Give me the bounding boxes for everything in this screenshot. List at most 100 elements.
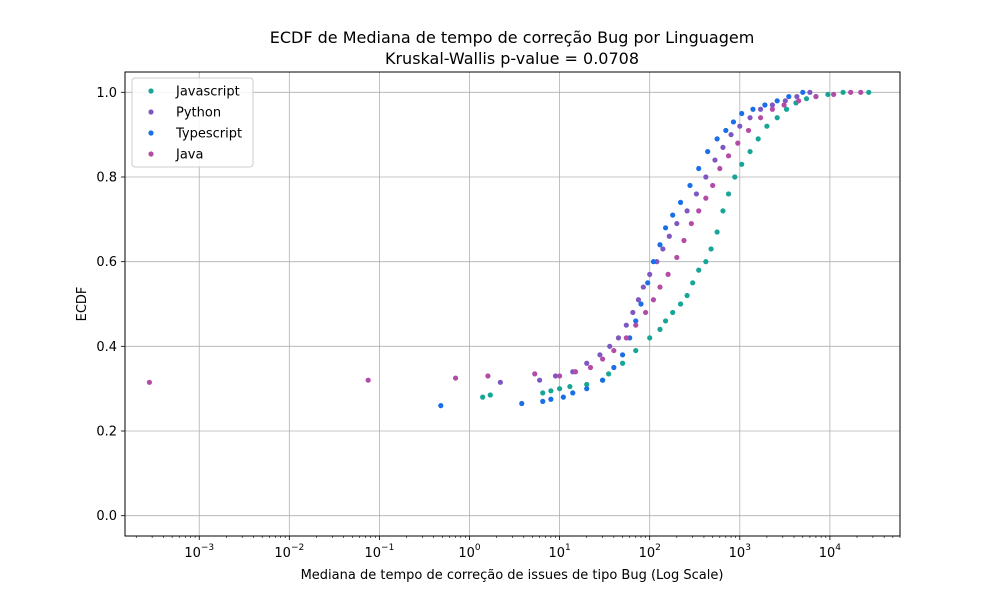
data-point [696, 267, 702, 273]
legend-label: Typescript [175, 127, 242, 142]
data-point [480, 394, 486, 400]
legend-marker [148, 109, 154, 115]
data-point [611, 347, 617, 354]
data-point [714, 229, 720, 235]
data-point [732, 174, 738, 180]
data-point [720, 144, 726, 150]
legend-label: Python [176, 106, 221, 121]
data-point [720, 208, 726, 214]
data-point [365, 377, 371, 383]
legend-label: Java [175, 148, 203, 163]
x-tick-label: 102 [639, 543, 661, 561]
data-point [662, 225, 669, 231]
data-point [840, 89, 846, 95]
data-point [497, 379, 503, 385]
data-point [747, 115, 753, 121]
data-point [607, 343, 613, 349]
data-point [540, 398, 546, 404]
data-point [858, 89, 864, 95]
data-point [866, 89, 872, 95]
data-point [717, 165, 723, 172]
data-point [757, 115, 764, 121]
grid-layer [125, 72, 900, 536]
data-point [567, 383, 573, 390]
y-tick-label: 1.0 [96, 86, 117, 101]
data-point [638, 301, 644, 307]
data-point [690, 280, 696, 286]
data-point [666, 233, 672, 239]
data-point [548, 388, 554, 394]
data-point [584, 386, 590, 392]
series-javascript [480, 89, 872, 400]
data-point [677, 199, 684, 205]
data-point [762, 102, 768, 108]
data-point [642, 309, 649, 316]
data-point [739, 110, 745, 117]
data-point [630, 309, 636, 316]
data-point [696, 208, 702, 214]
data-point [708, 246, 714, 252]
data-point [764, 123, 770, 129]
data-point [714, 136, 720, 142]
data-point [755, 136, 761, 142]
data-point [831, 91, 837, 98]
data-point [735, 140, 741, 146]
data-point [599, 377, 606, 383]
data-point [650, 297, 657, 303]
data-point [657, 326, 663, 332]
data-point [537, 377, 543, 383]
data-point [619, 352, 626, 358]
data-point [712, 157, 718, 163]
data-point [485, 373, 491, 379]
data-point [745, 127, 752, 134]
data-point [813, 93, 819, 100]
data-point [848, 89, 854, 95]
data-point [645, 280, 651, 286]
series-java [146, 89, 864, 385]
x-tick-label: 10−2 [274, 543, 304, 561]
data-point [723, 127, 729, 134]
data-point [705, 148, 711, 155]
data-point [769, 102, 775, 108]
y-axis-label: ECDF [75, 287, 90, 322]
data-point [548, 396, 554, 402]
data-point [677, 301, 684, 307]
data-point [703, 259, 709, 265]
x-axis-label: Mediana de tempo de correção de issues d… [301, 568, 724, 583]
data-point [786, 93, 792, 100]
series-typescript [438, 89, 806, 409]
data-point [619, 360, 626, 366]
data-point [552, 373, 559, 379]
data-point [803, 96, 810, 102]
data-point [657, 284, 663, 290]
data-point [606, 371, 612, 377]
data-point [693, 191, 700, 197]
data-point [757, 106, 764, 112]
data-point [487, 392, 493, 398]
data-point [796, 98, 802, 104]
data-point [696, 165, 702, 172]
data-point [774, 115, 780, 121]
data-point [657, 242, 663, 248]
data-point [703, 174, 709, 180]
data-point [710, 182, 716, 189]
data-point [730, 119, 737, 125]
legend-marker [148, 130, 154, 136]
x-tick-label: 10−3 [184, 543, 214, 561]
legend-box [131, 77, 254, 168]
data-point [557, 373, 563, 379]
x-tick-label: 101 [548, 543, 570, 561]
data-point [633, 347, 639, 354]
data-point [623, 322, 629, 328]
data-point [737, 123, 743, 129]
data-point [750, 106, 756, 112]
data-point [647, 271, 653, 277]
data-point [519, 400, 525, 407]
data-point [687, 182, 693, 189]
data-point [557, 386, 563, 392]
data-point [572, 369, 579, 375]
data-point [650, 259, 657, 265]
data-point [611, 364, 617, 371]
data-point [146, 379, 153, 385]
data-point [599, 356, 606, 362]
